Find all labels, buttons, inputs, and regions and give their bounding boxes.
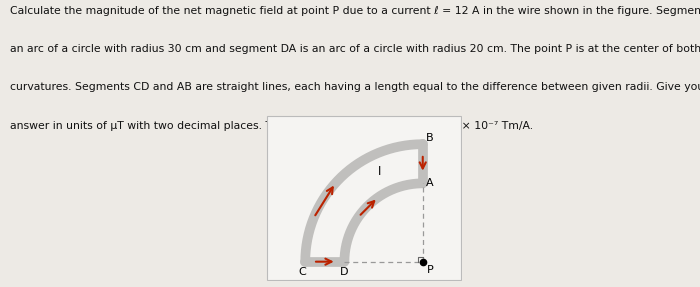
Text: D: D (340, 267, 349, 277)
Text: an arc of a circle with radius 30 cm and segment DA is an arc of a circle with r: an arc of a circle with radius 30 cm and… (10, 44, 700, 54)
Text: curvatures. Segments CD and AB are straight lines, each having a length equal to: curvatures. Segments CD and AB are strai… (10, 82, 700, 92)
Text: I: I (378, 166, 382, 179)
Text: P: P (427, 265, 433, 275)
Text: C: C (298, 267, 306, 277)
FancyBboxPatch shape (267, 116, 461, 280)
Text: A: A (426, 178, 434, 188)
Text: answer in units of μT with two decimal places. The permeability of free space is: answer in units of μT with two decimal p… (10, 121, 533, 131)
Text: Calculate the magnitude of the net magnetic field at point P due to a current ℓ : Calculate the magnitude of the net magne… (10, 6, 700, 16)
Text: B: B (426, 133, 433, 143)
